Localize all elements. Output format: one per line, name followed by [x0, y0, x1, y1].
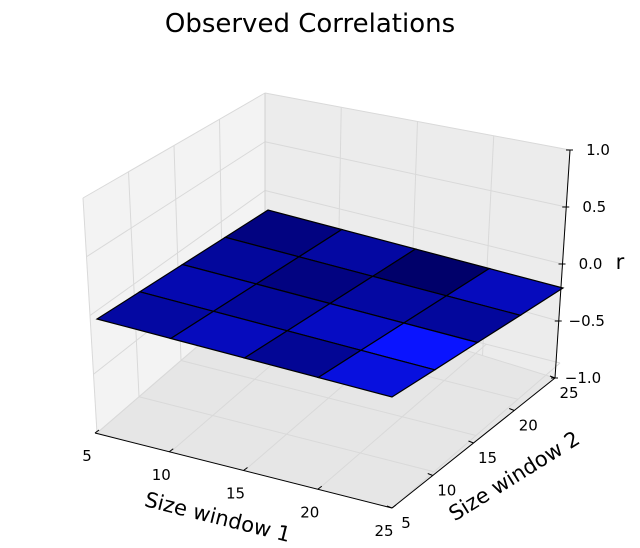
left-pane-grid-h: [86, 141, 266, 258]
y-axis: 5 10 15 20 25: [386, 375, 579, 532]
chart-title: Observed Correlations: [165, 9, 455, 39]
z-tick-label: 1.0: [586, 141, 610, 159]
y-tick-label: 25: [559, 384, 578, 402]
x-tick-mark: [168, 448, 174, 453]
y-tick-mark: [468, 440, 474, 444]
y-tick-label: 15: [478, 449, 497, 467]
z-tick-label: −0.5: [569, 312, 605, 330]
x-tick-label: 10: [152, 466, 171, 484]
x-tick-mark: [317, 485, 323, 490]
y-tick-label: 5: [401, 514, 411, 532]
right-pane-grid-h: [264, 92, 571, 151]
floor-grid-y: [180, 360, 477, 436]
left-pane-grid-h: [89, 190, 266, 316]
z-axis-label: r: [616, 250, 625, 274]
z-tick-label: −1.0: [565, 369, 601, 387]
y-tick-mark: [509, 408, 515, 411]
z-axis: −1.0 −0.5 0.0 0.5 1.0: [551, 141, 610, 387]
x-tick-label: 5: [82, 447, 92, 465]
y-tick-label: 10: [437, 482, 456, 500]
x-axis-label: Size window 1: [142, 487, 293, 546]
floor-grid-y: [138, 396, 435, 473]
y-tick-mark: [427, 473, 433, 476]
z-tick-label: 0.0: [579, 255, 603, 273]
y-tick-label: 20: [519, 417, 538, 435]
x-tick-label: 15: [226, 485, 245, 503]
z-tick-label: 0.5: [582, 198, 606, 216]
right-pane-grid-h: [264, 190, 563, 265]
right-pane-grid-h: [264, 141, 567, 208]
surface-cell: [316, 349, 437, 398]
x-tick-mark: [243, 467, 248, 471]
x-tick-label: 20: [300, 503, 319, 521]
x-tick-label: 25: [374, 522, 393, 540]
y-tick-mark: [386, 505, 393, 509]
left-pane-grid-h: [82, 92, 266, 199]
surface-cells: [95, 209, 565, 398]
x-axis: 5 10 15 20 25: [82, 429, 397, 540]
x-tick-mark: [94, 429, 100, 434]
